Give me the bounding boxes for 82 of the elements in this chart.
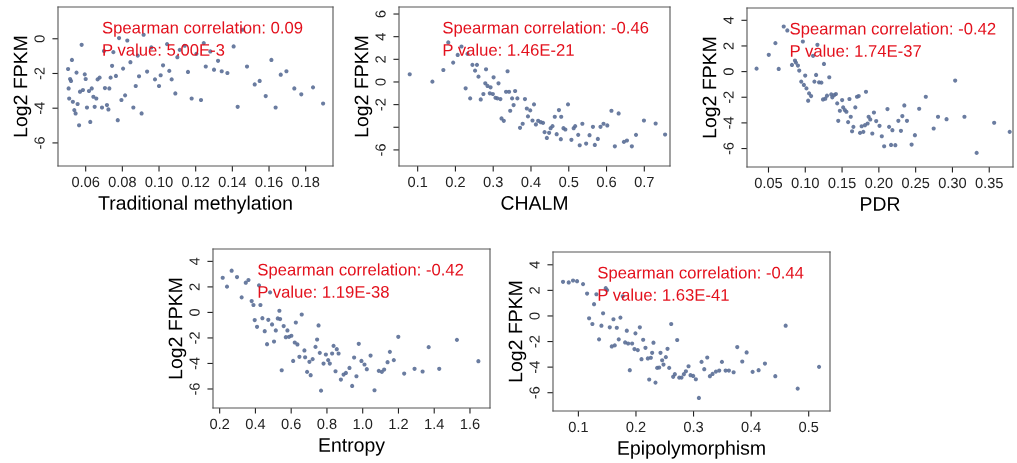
x-axis-title: PDR [861, 197, 900, 211]
y-tick-label: 0 [529, 312, 540, 320]
x-tick-label: 0.15 [828, 177, 856, 189]
y-tick-label: -2 [34, 67, 45, 80]
x-tick-label: 0.1 [568, 421, 588, 433]
x-tick-label: 1.2 [389, 418, 408, 429]
x-tick-label: 0.35 [975, 177, 1003, 189]
x-tick-label: 0.10 [791, 177, 819, 189]
annotation: P value: 5.00E-3 [103, 43, 225, 56]
annotation: Spearman correlation: -0.46 [443, 21, 649, 37]
y-tick-label: 2 [375, 56, 386, 63]
x-axis-title: CHALM [501, 196, 567, 210]
x-tick-label: 0.5 [559, 176, 579, 188]
annotation: P value: 1.19E-38 [258, 285, 389, 298]
x-tick-label: 0.6 [281, 418, 301, 430]
x-axis-title: Traditional methylation [98, 195, 292, 214]
x-tick-label: 0.16 [255, 176, 283, 188]
x-tick-label: 1.4 [425, 418, 444, 429]
x-tick-label: 0.4 [741, 421, 761, 433]
y-tick-label: -4 [34, 102, 45, 115]
annotation: Spearman correlation: 0.09 [102, 21, 303, 37]
y-tick-label: 2 [189, 283, 200, 291]
x-tick-label: 0.08 [108, 176, 136, 188]
y-tick-label: -6 [375, 144, 386, 156]
x-tick-label: 0.25 [902, 177, 930, 189]
y-tick-label: -2 [375, 98, 386, 111]
y-axis-title: Log2 FPKM [354, 36, 373, 137]
y-tick-label: -2 [529, 335, 540, 348]
y-tick-label: 4 [375, 33, 386, 41]
y-tick-label: 0 [189, 308, 200, 316]
y-tick-label: 6 [375, 10, 386, 18]
annotation: P value: 1.63E-41 [598, 288, 729, 301]
x-axis-title: Epipolymorphism [618, 440, 765, 459]
y-tick-label: 4 [529, 261, 540, 269]
y-tick-label: -6 [189, 383, 200, 395]
x-tick-label: 0.1 [408, 176, 428, 188]
y-tick-label: -4 [723, 116, 734, 129]
y-tick-label: -4 [529, 361, 540, 373]
y-tick-label: 0 [375, 78, 386, 86]
y-tick-label: -6 [529, 386, 540, 399]
x-tick-label: 0.18 [292, 176, 320, 188]
y-tick-label: 2 [529, 287, 540, 294]
annotation: P value: 1.46E-21 [443, 43, 574, 56]
x-tick-label: 0.2 [210, 418, 230, 430]
x-tick-label: 0.8 [317, 418, 337, 430]
x-tick-label: 0.30 [938, 177, 967, 189]
x-tick-label: 0.4 [521, 176, 541, 188]
y-tick-label: 0 [723, 68, 734, 76]
x-tick-label: 0.6 [596, 176, 617, 188]
x-tick-label: 0.10 [145, 176, 173, 188]
x-tick-label: 0.12 [182, 176, 210, 188]
x-tick-label: 0.2 [626, 421, 646, 433]
y-tick-label: -2 [723, 91, 734, 104]
x-tick-label: 0.3 [683, 421, 704, 433]
x-tick-label: 0.06 [72, 176, 100, 188]
y-tick-label: 4 [189, 257, 200, 266]
x-tick-label: 0.5 [799, 421, 819, 433]
y-axis-title: Log2 FPKM [168, 278, 187, 379]
y-axis-title: Log2 FPKM [702, 37, 721, 138]
x-axis-title: Entropy [319, 438, 385, 456]
x-tick-label: 0.7 [634, 176, 654, 188]
x-tick-label: 1.6 [460, 418, 480, 430]
y-axis-title: Log2 FPKM [13, 36, 32, 137]
x-tick-label: 0.05 [754, 177, 783, 189]
x-tick-label: 0.14 [218, 176, 247, 188]
annotation: P value: 1.74E-37 [790, 44, 921, 57]
x-tick-label: 0.4 [245, 418, 266, 430]
annotation: Spearman correlation: -0.42 [790, 22, 996, 38]
y-tick-label: -2 [189, 332, 200, 344]
x-tick-label: 1.0 [353, 418, 373, 430]
x-tick-label: 0.3 [483, 176, 503, 188]
y-tick-label: -4 [189, 357, 200, 370]
y-tick-label: 4 [723, 16, 734, 25]
x-tick-label: 0.20 [865, 177, 893, 189]
annotation: Spearman correlation: -0.44 [598, 266, 804, 282]
y-tick-label: 2 [723, 42, 734, 50]
y-tick-label: 0 [34, 35, 45, 43]
annotation: Spearman correlation: -0.42 [258, 263, 464, 279]
x-tick-label: 0.2 [445, 176, 465, 188]
y-axis-title: Log2 FPKM [508, 281, 527, 382]
y-tick-label: -6 [34, 137, 45, 149]
y-tick-label: -6 [723, 142, 734, 155]
